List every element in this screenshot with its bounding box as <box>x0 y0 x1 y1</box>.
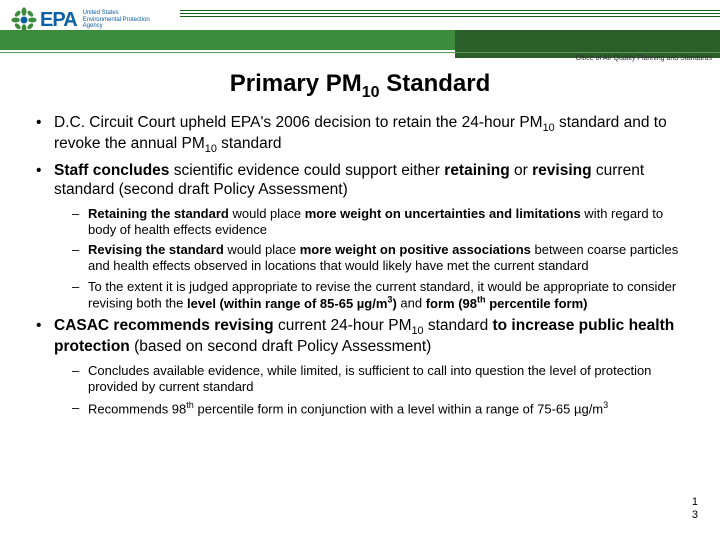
page-num-a: 1 <box>692 496 698 509</box>
text-bold: Revising the standard <box>88 242 224 257</box>
bullet-item: Staff concludes scientific evidence coul… <box>36 162 692 311</box>
text-bold: percentile form) <box>486 296 588 311</box>
logo-sub-line: Agency <box>83 23 150 30</box>
text-bold: retaining <box>444 162 509 179</box>
text: and <box>397 296 426 311</box>
text: percentile form in conjunction with a le… <box>194 401 603 416</box>
text: D.C. Circuit Court upheld EPA's 2006 dec… <box>54 114 543 131</box>
text-bold: CASAC recommends revising <box>54 317 274 334</box>
header-green-bar-dark <box>455 30 720 58</box>
logo-sub-line: Environmental Protection <box>83 17 150 24</box>
title-text: Primary PM <box>230 70 362 97</box>
sub-bullet-item: To the extent it is judged appropriate t… <box>72 279 692 312</box>
text: or <box>510 162 532 179</box>
text: standard <box>424 317 493 334</box>
subscript: 10 <box>205 143 217 155</box>
text-bold: Retaining the standard <box>88 206 229 221</box>
logo-sub-line: United States <box>83 10 150 17</box>
epa-logo-subtitle: United States Environmental Protection A… <box>83 10 150 30</box>
text-bold: form (98 <box>426 296 477 311</box>
text-bold: Staff concludes <box>54 162 169 179</box>
text: would place <box>229 206 305 221</box>
subscript: 10 <box>412 325 424 337</box>
header-underline <box>0 52 720 53</box>
subscript: 10 <box>543 122 555 134</box>
slide-title: Primary PM10 Standard <box>0 70 720 102</box>
sub-bullet-item: Concludes available evidence, while limi… <box>72 363 692 394</box>
text-bold: revising <box>532 162 591 179</box>
bullet-item: CASAC recommends revising current 24-hou… <box>36 317 692 416</box>
title-text: Standard <box>380 70 491 97</box>
office-label: Office of Air Quality Planning and Stand… <box>576 55 712 62</box>
epa-logo-text: EPA <box>40 9 77 32</box>
slide-content: D.C. Circuit Court upheld EPA's 2006 dec… <box>0 114 720 417</box>
text: current 24-hour PM <box>274 317 412 334</box>
text: scientific evidence could support either <box>169 162 444 179</box>
sub-bullet-item: Recommends 98th percentile form in conju… <box>72 400 692 417</box>
sub-bullet-item: Retaining the standard would place more … <box>72 206 692 237</box>
superscript: th <box>186 400 194 410</box>
page-number: 1 3 <box>692 496 698 522</box>
bullet-item: D.C. Circuit Court upheld EPA's 2006 dec… <box>36 114 692 157</box>
superscript: 3 <box>603 400 608 410</box>
text: would place <box>224 242 300 257</box>
title-subscript: 10 <box>362 84 380 101</box>
page-num-b: 3 <box>692 509 698 522</box>
header-thin-lines <box>180 10 720 19</box>
text: standard <box>217 135 282 152</box>
text: Recommends 98 <box>88 401 186 416</box>
superscript: th <box>477 294 486 304</box>
sub-bullet-item: Revising the standard would place more w… <box>72 242 692 273</box>
text-bold: more weight on positive associations <box>300 242 531 257</box>
text-bold: level (within range of 85-65 µg/m <box>187 296 387 311</box>
text-bold: more weight on uncertainties and limitat… <box>305 206 581 221</box>
text: (based on second draft Policy Assessment… <box>130 338 432 355</box>
slide-header: EPA United States Environmental Protecti… <box>0 0 720 62</box>
